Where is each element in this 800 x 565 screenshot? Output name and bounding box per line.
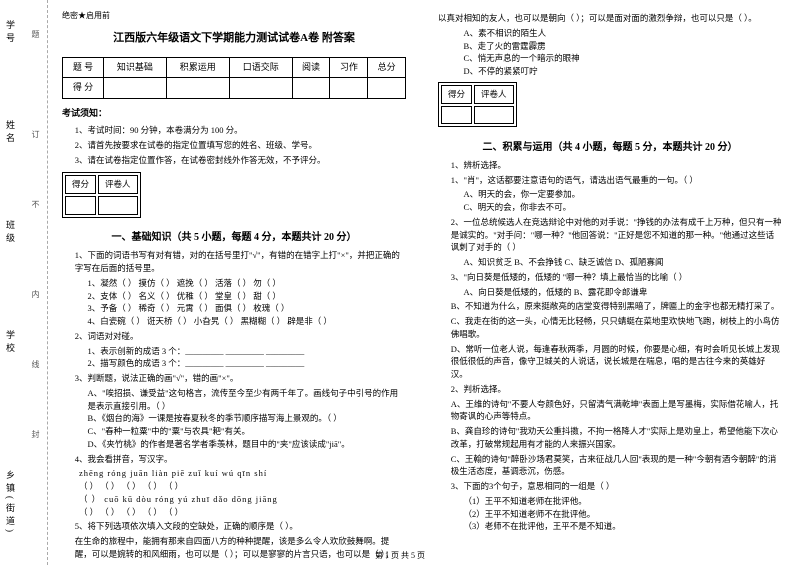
binding-label-0: 学号: [4, 20, 17, 46]
page-footer: 第 1 页 共 5 页: [0, 550, 800, 561]
th-6: 总分: [368, 57, 406, 78]
q4-b1: （ ） （ ） （ ） （ ） （ ）: [79, 480, 406, 493]
s2-q1-2-opts: A、知识贫乏 B、不会挣钱 C、缺乏诚信 D、孤陋寡闻: [464, 256, 783, 269]
td-1: [103, 78, 166, 99]
score-header-table: 题 号 知识基础 积累运用 口语交际 阅读 习作 总分 得 分: [62, 57, 406, 99]
s2-q1-6: D、常听一位老人说，每逢春秋两季，月圆的时候，你要是心细，有时会听见长城上发现很…: [451, 343, 782, 381]
th-3: 口语交际: [229, 57, 292, 78]
q2-2: 2、描写颜色的成语 3 个：_________ _________ ______…: [88, 357, 407, 370]
s2-q2: 2、判析选择。: [451, 383, 782, 396]
td-4: [292, 78, 330, 99]
q1-2: 2、支体（ ） 名义（ ） 优稚（ ） 堂皇（ ） 甜（ ）: [88, 290, 407, 303]
side-text-4: 线: [30, 360, 41, 376]
q5: 5、将下列选项依次填入文段的空缺处，正确的顺序是（ ）。: [75, 520, 406, 533]
notice-2: 2、请首先按要求在试卷的指定位置填写您的姓名、班级、学号。: [62, 139, 406, 152]
q5-d: D、不停的紧紧叮咛: [464, 65, 783, 78]
q1-4: 4、白瓷碗（ ） 诳天桥（ ） 小旮旯（ ） 黑糊糊（ ） 辟是非（ ）: [88, 315, 407, 328]
exam-title: 江西版六年级语文下学期能力测试试卷A卷 附答案: [62, 30, 406, 47]
sb2-0: 得分: [441, 85, 472, 104]
s2-q1-c: C、明天的会，你非去不可。: [464, 201, 783, 214]
binding-label-2: 班级: [4, 220, 17, 246]
sb-0: 得分: [65, 175, 96, 194]
s2-q3: 3、下面的3个句子，意思相同的一组是（ ）: [451, 480, 782, 493]
th-4: 阅读: [292, 57, 330, 78]
td-0: 得 分: [63, 78, 104, 99]
q5-a: A、素不相识的陌生人: [464, 27, 783, 40]
q3: 3、判断题，说法正确的画"√"，错的画"×"。: [75, 372, 406, 385]
q3-b: B、《烟台的海》一课是按春夏秋冬的季节顺序描写海上景观的。（ ）: [88, 412, 407, 425]
s2-q2-2: B、龚自珍的诗句"我劝天公重抖擞，不拘一格降人才"实际上是劝皇上，希望他能下次心…: [451, 425, 782, 451]
score-box-2: 得分评卷人: [438, 82, 517, 128]
q2: 2、词语对对碰。: [75, 330, 406, 343]
td-6: [368, 78, 406, 99]
q3-c: C、"春种一粒粟"中的"粟"与农具"耙"有关。: [88, 425, 407, 438]
side-text-1: 订: [30, 130, 41, 146]
th-1: 知识基础: [103, 57, 166, 78]
section1-title: 一、基础知识（共 5 小题，每题 4 分，本题共计 20 分）: [62, 230, 406, 245]
q1-3: 3、予备（ ） 稀奇（ ） 元霄（ ） 面俱（ ） 枚瑰（ ）: [88, 302, 407, 315]
s2-q1-intro: 1、"肖"，这话都要注意语句的语气，请选出语气最重的一句。（ ）: [451, 174, 782, 187]
q1-1: 1、凝然（ ） 摸仿（ ） 遮挽（ ） 活落（ ） 勿（ ）: [88, 277, 407, 290]
secret-label: 绝密★启用前: [62, 10, 406, 22]
binding-label-1: 姓名: [4, 120, 17, 146]
side-text-5: 封: [30, 430, 41, 446]
section2-title: 二、积累与运用（共 4 小题，每题 5 分，本题共计 20 分）: [438, 140, 782, 155]
q5-b: B、走了火的雷霆霹雳: [464, 40, 783, 53]
q4: 4、我会看拼音，写汉字。: [75, 453, 406, 466]
right-top: 以真对相知的友人，也可以是朝向（ ）；可以是面对面的激烈争辩，也可以只是（ ）。: [438, 12, 782, 25]
side-text-0: 题: [30, 30, 41, 46]
q1: 1、下面的词语书写有对有错，对的在括号里打"√"，有错的在错字上打"×"，并把正…: [75, 249, 406, 275]
notice-1: 1、考试时间：90 分钟，本卷满分为 100 分。: [62, 124, 406, 137]
s2-q2-3: C、王翰的诗句"醉卧沙场君莫笑，古来征战几人回"表现的是一种"今朝有酒今朝醉"的…: [451, 453, 782, 479]
q4-b2: （ ） （ ） （ ） （ ） （ ）: [79, 506, 406, 519]
q4-p1: zhēng róng juān liàn piē zuǐ kuí wú qīn …: [79, 467, 406, 480]
q2-1: 1、表示创新的成语 3 个：_________ _________ ______…: [88, 345, 407, 358]
binding-label-4: 乡镇(街道): [4, 470, 17, 536]
s2-q3-3: （3）老师不在批评他，王平不是不知道。: [464, 520, 783, 533]
th-2: 积累运用: [166, 57, 229, 78]
s2-q1-3: 3、"向日葵是低矮的，低矮的 "哪一种？填上最恰当的比喻（ ）: [451, 271, 782, 284]
s2-q1-2: 2、一位总统候选人在竞选辩论中对他的对手说："挣钱的办法有成千上万种，但只有一种…: [451, 216, 782, 254]
side-text-2: 不: [30, 200, 41, 216]
s2-q3-2: （2）王平不知道老师不在批评他。: [464, 508, 783, 521]
sb-blank: [65, 196, 96, 215]
td-2: [166, 78, 229, 99]
s2-q3-1: （1）王平不知道老师在批评他。: [464, 495, 783, 508]
q3-d: D、《夹竹桃》的作者是著名学者季羡林，题目中的"夹"应该读成"jiā"。: [88, 438, 407, 451]
q4-p2: （ ） cuō kū dòu róng yú zhuī dǎo dōng jiā…: [79, 493, 406, 506]
right-column: 以真对相知的友人，也可以是朝向（ ）；可以是面对面的激烈争辩，也可以只是（ ）。…: [424, 0, 800, 565]
q5-c: C、悄无声息的一个暗示的眼神: [464, 52, 783, 65]
th-0: 题 号: [63, 57, 104, 78]
side-text-3: 内: [30, 290, 41, 306]
s2-q2-1: A、王维的诗句"不要人夸颜色好，只留清气满乾坤"表面上是写墨梅，实际借花喻人，托…: [451, 398, 782, 424]
notice-title: 考试须知：: [62, 107, 406, 121]
binding-label-3: 学校: [4, 330, 17, 356]
s2-q1-5: C、我走在街的这一头，心情无比轻畅，只只蜻蜓在菜地里欢快地飞跑，树枝上的小鸟仿佛…: [451, 315, 782, 341]
q3-a: A、"唉招损、谦受益"这句格言，流传至今至少有两千年了。画线句子中引号的作用是表…: [88, 387, 407, 413]
table-row: 得 分: [63, 78, 406, 99]
s2-q1-3-opts: A、向日葵是低矮的，低矮的 B、露花即令郎谦卑: [464, 286, 783, 299]
sb-1: 评卷人: [98, 175, 138, 194]
table-row: 题 号 知识基础 积累运用 口语交际 阅读 习作 总分: [63, 57, 406, 78]
td-3: [229, 78, 292, 99]
td-5: [330, 78, 368, 99]
s2-q1-a: A、明天的会，你一定要参加。: [464, 188, 783, 201]
notice-3: 3、请在试卷指定位置作答，在试卷密封线外作答无效，不予评分。: [62, 154, 406, 167]
binding-column: 学号 姓名 班级 学校 乡镇(街道) 题 订 不 内 线 封: [0, 0, 48, 565]
content-area: 绝密★启用前 江西版六年级语文下学期能力测试试卷A卷 附答案 题 号 知识基础 …: [48, 0, 800, 565]
s2-q1-4: B、不知道为什么，原来挺敞亮的店堂变得特别黑暗了，牌匾上的金字也都无精打采了。: [451, 300, 782, 313]
score-box-1: 得分评卷人: [62, 172, 141, 218]
s2-q1: 1、辨析选择。: [451, 159, 782, 172]
th-5: 习作: [330, 57, 368, 78]
left-column: 绝密★启用前 江西版六年级语文下学期能力测试试卷A卷 附答案 题 号 知识基础 …: [48, 0, 424, 565]
sb2-1: 评卷人: [474, 85, 514, 104]
page-root: 学号 姓名 班级 学校 乡镇(街道) 题 订 不 内 线 封 绝密★启用前 江西…: [0, 0, 800, 565]
